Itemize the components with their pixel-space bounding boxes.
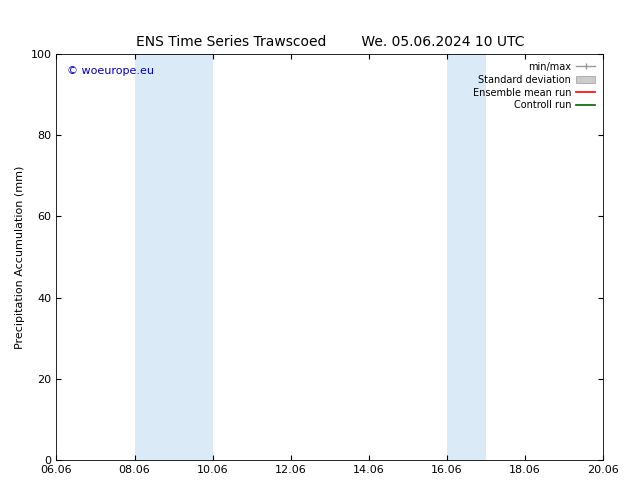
Bar (447, 54, 486, 460)
Text: © woeurope.eu: © woeurope.eu (67, 66, 154, 76)
Bar (134, 54, 212, 460)
Y-axis label: Precipitation Accumulation (mm): Precipitation Accumulation (mm) (15, 165, 25, 349)
Legend: min/max, Standard deviation, Ensemble mean run, Controll run: min/max, Standard deviation, Ensemble me… (470, 59, 598, 113)
Title: ENS Time Series Trawscoed        We. 05.06.2024 10 UTC: ENS Time Series Trawscoed We. 05.06.2024… (136, 35, 524, 49)
